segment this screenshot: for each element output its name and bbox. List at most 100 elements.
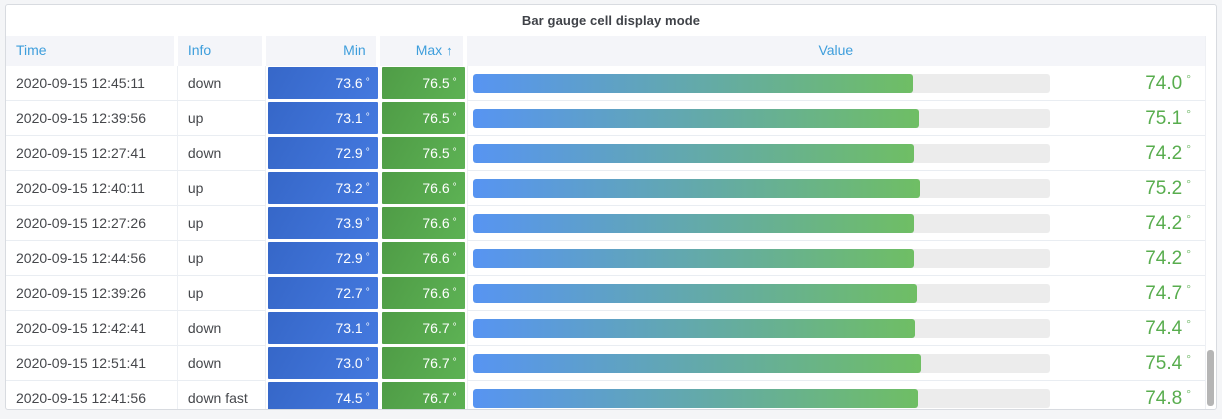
degree-unit: ° — [452, 322, 457, 333]
min-gauge-cell: 72.9 ° — [265, 136, 380, 171]
value-label: 74.2 ° — [1145, 246, 1191, 269]
max-gauge-cell: 76.5 ° — [379, 136, 467, 171]
column-header-max[interactable]: Max ↑ — [379, 36, 467, 66]
max-gauge-cell: 76.5 ° — [379, 66, 467, 101]
column-header-time[interactable]: Time — [6, 36, 178, 66]
min-gauge-cell: 73.2 ° — [265, 171, 380, 206]
bar-gauge-track — [472, 353, 1050, 373]
column-header-min[interactable]: Min — [265, 36, 380, 66]
vertical-scrollbar[interactable] — [1206, 36, 1215, 408]
table: Time Info Min Max ↑ Value 2020-09-15 12:4… — [6, 36, 1206, 409]
value-bar-gauge-cell: 74.7 ° — [466, 276, 1205, 311]
column-header-value[interactable]: Value — [466, 36, 1205, 66]
value-bar-gauge-cell: 75.1 ° — [466, 101, 1205, 136]
table-row: 2020-09-15 12:44:56 up 72.9 ° 76.6 ° 74.2 ° — [6, 241, 1205, 276]
degree-unit: ° — [365, 287, 370, 298]
value-label: 75.4 ° — [1145, 351, 1191, 374]
degree-unit: ° — [452, 147, 457, 158]
table-row: 2020-09-15 12:27:41 down 72.9 ° 76.5 ° 74.… — [6, 136, 1205, 171]
bar-gauge-fill — [472, 213, 915, 233]
bar-gauge-track — [472, 318, 1050, 338]
degree-unit: ° — [1186, 351, 1191, 366]
min-gauge-cell: 73.6 ° — [265, 66, 380, 101]
time-cell: 2020-09-15 12:40:11 — [6, 171, 178, 206]
degree-unit: ° — [1186, 176, 1191, 191]
bar-gauge-fill — [472, 388, 918, 408]
table-row: 2020-09-15 12:39:56 up 73.1 ° 76.5 ° 75.1 ° — [6, 101, 1205, 136]
column-header-max-label: Max — [415, 42, 443, 58]
max-gauge-background: 76.7 ° — [381, 347, 465, 379]
value-label: 75.1 ° — [1145, 106, 1191, 129]
value-label: 74.8 ° — [1145, 386, 1191, 409]
max-gauge-cell: 76.7 ° — [379, 311, 467, 346]
panel-title: Bar gauge cell display mode — [521, 13, 701, 28]
time-cell: 2020-09-15 12:39:26 — [6, 276, 178, 311]
column-header-value-label: Value — [818, 42, 854, 58]
degree-unit: ° — [1186, 71, 1191, 86]
min-gauge-background: 73.1 ° — [267, 102, 378, 134]
degree-unit: ° — [365, 357, 370, 368]
info-cell: down — [177, 136, 266, 171]
bar-gauge-fill — [472, 108, 920, 128]
time-cell: 2020-09-15 12:45:11 — [6, 66, 178, 101]
column-header-info[interactable]: Info — [177, 36, 266, 66]
table-row: 2020-09-15 12:41:56 down fast 74.5 ° 76.7… — [6, 381, 1205, 409]
min-gauge-cell: 73.1 ° — [265, 101, 380, 136]
value-label: 74.4 ° — [1145, 316, 1191, 339]
max-gauge-background: 76.7 ° — [381, 382, 465, 409]
degree-unit: ° — [1186, 141, 1191, 156]
bar-gauge-fill — [472, 178, 920, 198]
max-gauge-cell: 76.6 ° — [379, 206, 467, 241]
max-gauge-background: 76.6 ° — [381, 242, 465, 274]
max-gauge-cell: 76.7 ° — [379, 346, 467, 381]
bar-gauge-fill — [472, 318, 916, 338]
sort-ascending-icon: ↑ — [446, 43, 453, 58]
max-gauge-background: 76.6 ° — [381, 207, 465, 239]
degree-unit: ° — [452, 252, 457, 263]
info-cell: up — [177, 171, 266, 206]
degree-unit: ° — [452, 182, 457, 193]
degree-unit: ° — [1186, 246, 1191, 261]
info-cell: up — [177, 276, 266, 311]
time-cell: 2020-09-15 12:27:26 — [6, 206, 178, 241]
bar-gauge-track — [472, 388, 1050, 408]
degree-unit: ° — [365, 77, 370, 88]
value-bar-gauge-cell: 74.8 ° — [466, 381, 1205, 409]
info-cell: up — [177, 206, 266, 241]
table-header-row: Time Info Min Max ↑ Value — [6, 36, 1205, 66]
degree-unit: ° — [1186, 316, 1191, 331]
min-gauge-background: 73.6 ° — [267, 67, 378, 99]
degree-unit: ° — [365, 392, 370, 403]
bar-gauge-fill — [472, 248, 915, 268]
degree-unit: ° — [365, 252, 370, 263]
max-gauge-background: 76.6 ° — [381, 277, 465, 309]
column-header-min-label: Min — [343, 42, 366, 58]
bar-gauge-track — [472, 108, 1050, 128]
min-gauge-cell: 74.5 ° — [265, 381, 380, 409]
min-gauge-background: 74.5 ° — [267, 382, 378, 409]
time-cell: 2020-09-15 12:27:41 — [6, 136, 178, 171]
table-row: 2020-09-15 12:39:26 up 72.7 ° 76.6 ° 74.7 ° — [6, 276, 1205, 311]
time-cell: 2020-09-15 12:39:56 — [6, 101, 178, 136]
bar-gauge-track — [472, 178, 1050, 198]
vertical-scrollbar-thumb[interactable] — [1207, 350, 1214, 406]
time-cell: 2020-09-15 12:44:56 — [6, 241, 178, 276]
bar-gauge-track — [472, 213, 1050, 233]
min-gauge-background: 72.7 ° — [267, 277, 378, 309]
info-cell: up — [177, 101, 266, 136]
info-cell: down — [177, 311, 266, 346]
bar-gauge-fill — [472, 353, 921, 373]
info-cell: down — [177, 66, 266, 101]
degree-unit: ° — [365, 217, 370, 228]
table-row: 2020-09-15 12:45:11 down 73.6 ° 76.5 ° 74.… — [6, 66, 1205, 101]
min-gauge-background: 73.1 ° — [267, 312, 378, 344]
max-gauge-background: 76.6 ° — [381, 172, 465, 204]
table-row: 2020-09-15 12:27:26 up 73.9 ° 76.6 ° 74.2 ° — [6, 206, 1205, 241]
max-gauge-cell: 76.5 ° — [379, 101, 467, 136]
min-gauge-cell: 73.0 ° — [265, 346, 380, 381]
degree-unit: ° — [1186, 106, 1191, 121]
degree-unit: ° — [452, 77, 457, 88]
max-gauge-cell: 76.6 ° — [379, 276, 467, 311]
min-gauge-background: 73.0 ° — [267, 347, 378, 379]
min-gauge-background: 72.9 ° — [267, 242, 378, 274]
